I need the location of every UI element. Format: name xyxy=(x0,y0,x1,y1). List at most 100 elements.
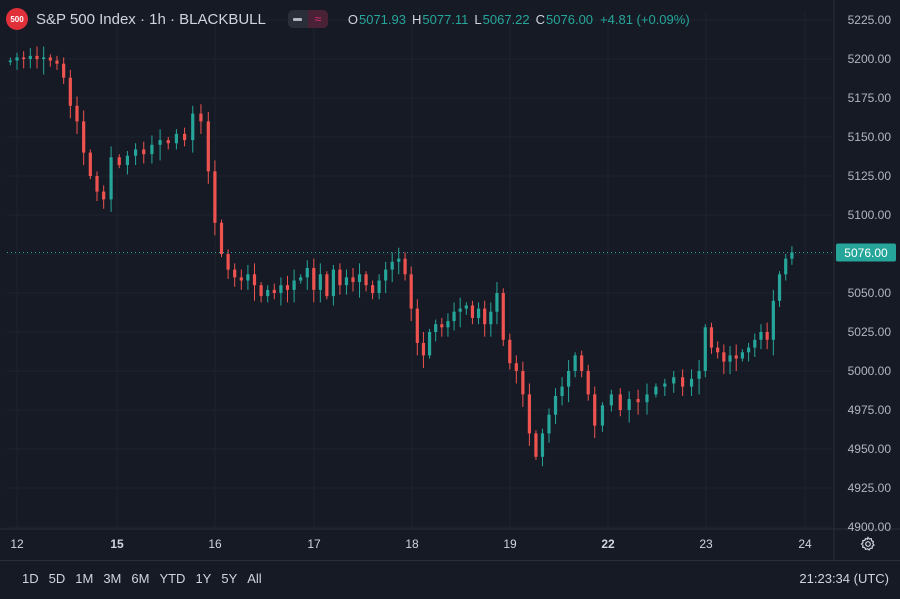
candle-body xyxy=(514,363,518,371)
candle-body xyxy=(593,394,597,426)
candle-body xyxy=(586,371,590,395)
candle-body xyxy=(325,274,329,297)
candle-body xyxy=(62,63,66,78)
candle-body xyxy=(318,274,322,290)
candle-body xyxy=(476,308,481,318)
candle-body xyxy=(784,258,788,275)
candle-body xyxy=(42,57,46,59)
ohlc-change: +4.81 (+0.09%) xyxy=(600,11,690,27)
ohlc-open: O5071.93 xyxy=(347,11,406,27)
candle-body xyxy=(765,332,769,340)
candle-body xyxy=(501,293,505,340)
range-3m[interactable]: 3M xyxy=(103,570,122,586)
y-tick-label: 4950.00 xyxy=(848,442,892,456)
candle-body xyxy=(150,144,154,155)
last-price-tag xyxy=(836,243,896,262)
candle-body xyxy=(470,305,475,318)
candle-body xyxy=(166,140,170,144)
candle-body xyxy=(663,383,667,387)
candle-body xyxy=(371,285,375,293)
candle-body xyxy=(427,332,432,356)
utc-clock[interactable]: 21:23:34 (UTC) xyxy=(799,570,889,586)
range-5d[interactable]: 5D xyxy=(48,570,66,586)
candle-body xyxy=(567,371,571,387)
candle-body xyxy=(305,268,309,278)
candle-body xyxy=(357,274,362,283)
candle-body xyxy=(292,280,296,290)
x-tick-label: 23 xyxy=(699,537,713,551)
range-ytd[interactable]: YTD xyxy=(159,570,186,586)
candle-body xyxy=(697,371,701,379)
gear-icon[interactable] xyxy=(859,535,877,553)
candle-body xyxy=(125,155,130,166)
candle-body xyxy=(734,355,738,359)
y-tick-label: 5150.00 xyxy=(848,130,892,144)
candle-body xyxy=(777,274,782,301)
candle-body xyxy=(299,277,303,281)
y-tick-label: 5000.00 xyxy=(848,364,892,378)
candle-body xyxy=(672,377,676,384)
candle-body xyxy=(600,405,605,426)
sp500-logo-icon: 500 xyxy=(6,8,28,30)
candle-body xyxy=(219,222,224,254)
candle-body xyxy=(573,355,577,371)
compare-icon[interactable]: ≈ xyxy=(307,10,328,28)
symbol-title[interactable]: S&P 500 Index · 1h · BLACKBULL xyxy=(36,10,266,28)
range-1m[interactable]: 1M xyxy=(75,570,94,586)
candle-body xyxy=(609,394,613,406)
range-all[interactable]: All xyxy=(247,570,262,586)
last-price-label: 5076.00 xyxy=(844,246,888,260)
candle-body xyxy=(55,60,59,64)
candle-body xyxy=(440,324,444,328)
range-5y[interactable]: 5Y xyxy=(221,570,238,586)
range-1y[interactable]: 1Y xyxy=(195,570,212,586)
x-tick-label: 12 xyxy=(10,537,24,551)
candle-body xyxy=(344,277,349,286)
candle-body xyxy=(458,308,462,312)
candle-body xyxy=(272,289,276,293)
candle-body xyxy=(790,252,794,259)
candle-body xyxy=(681,377,685,387)
candle-body xyxy=(158,140,162,145)
candle-body xyxy=(771,300,775,340)
y-tick-label: 5050.00 xyxy=(848,286,892,300)
candle-body xyxy=(259,285,263,297)
candle-body xyxy=(213,171,217,223)
x-tick-label: 24 xyxy=(798,537,812,551)
candle-body xyxy=(409,274,413,309)
x-tick-label: 15 xyxy=(110,537,124,551)
candle-body xyxy=(239,277,243,281)
candle-body xyxy=(716,347,720,353)
y-tick-label: 5200.00 xyxy=(848,52,892,66)
x-tick-label: 17 xyxy=(307,537,321,551)
candle-body xyxy=(527,394,531,434)
indicator-toggles: ≈ xyxy=(287,10,328,28)
candle-body xyxy=(351,277,355,283)
candle-body xyxy=(618,394,622,410)
candle-body xyxy=(421,342,426,356)
candle-body xyxy=(553,395,558,415)
candle-body xyxy=(246,274,250,281)
plot-background xyxy=(0,0,900,560)
range-1d[interactable]: 1D xyxy=(22,570,39,586)
candle-body xyxy=(15,57,19,61)
candle-body xyxy=(48,57,52,61)
candle-body xyxy=(627,399,631,410)
range-6m[interactable]: 6M xyxy=(131,570,150,586)
hide-indicators-icon[interactable] xyxy=(288,10,308,28)
candle-body xyxy=(8,60,12,63)
symbol-header: 500 S&P 500 Index · 1h · BLACKBULL ≈ O50… xyxy=(6,7,690,31)
ohlc-legend: O5071.93 H5077.11 L5067.22 C5076.00 +4.8… xyxy=(348,12,690,27)
candle-body xyxy=(22,57,26,59)
candle-body xyxy=(446,321,450,328)
candle-body xyxy=(403,258,407,275)
y-tick-label: 5125.00 xyxy=(848,169,892,183)
timeframe-selector: 1D 5D 1M 3M 6M YTD 1Y 5Y All xyxy=(22,571,262,586)
y-tick-label: 5100.00 xyxy=(848,208,892,222)
candle-body xyxy=(68,77,72,106)
candle-body xyxy=(534,433,538,457)
candle-body xyxy=(397,258,401,262)
candle-body xyxy=(206,121,210,172)
candle-body xyxy=(28,55,32,59)
